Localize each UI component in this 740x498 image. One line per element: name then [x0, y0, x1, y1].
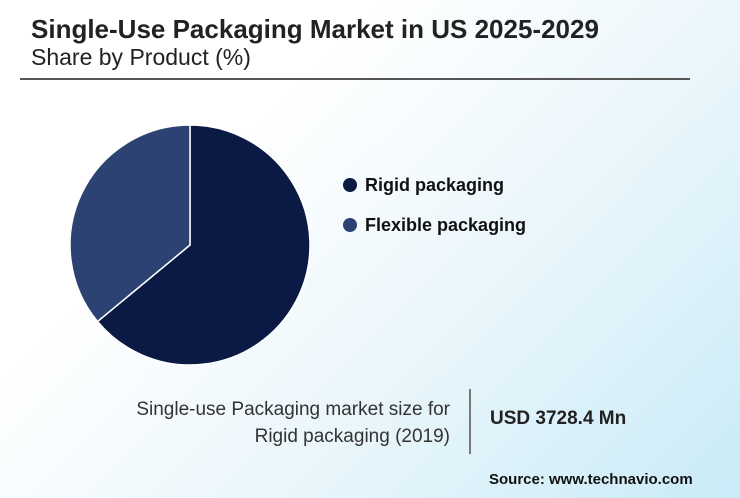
source-note: Source: www.technavio.com [489, 471, 693, 488]
market-size-description-line-2: Rigid packaging (2019) [254, 426, 450, 447]
legend-item-flexible-packaging: Flexible packaging [343, 213, 526, 237]
title-divider [20, 78, 690, 80]
market-size-value: USD 3728.4 Mn [490, 408, 627, 429]
legend-label-flexible-packaging: Flexible packaging [365, 214, 527, 235]
pie-slice-flexible-packaging [69, 124, 191, 323]
chart-title: Single-Use Packaging Market in US 2025-2… [31, 14, 599, 44]
legend-item-rigid-packaging: Rigid packaging [343, 173, 526, 197]
legend-marker-flexible-packaging [343, 218, 357, 232]
chart-subtitle: Share by Product (%) [31, 44, 251, 70]
pie-slice-rigid-packaging [96, 124, 311, 366]
footer-divider [469, 389, 471, 454]
legend-label-rigid-packaging: Rigid packaging [365, 174, 505, 195]
legend-marker-rigid-packaging [343, 178, 357, 192]
chart-legend: Rigid packaging Flexible packaging [343, 173, 526, 253]
market-size-description: Single-use Packaging market size for Rig… [136, 396, 450, 450]
market-size-description-line-1: Single-use Packaging market size for [136, 399, 450, 420]
